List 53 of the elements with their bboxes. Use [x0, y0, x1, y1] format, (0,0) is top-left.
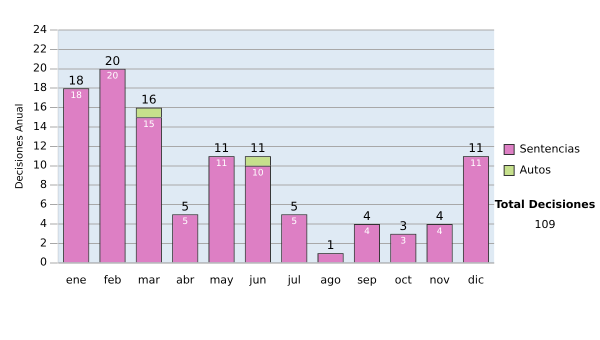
total-label: 18 [68, 73, 84, 88]
x-tick-label: nov [430, 273, 450, 286]
x-tick-label: abr [176, 273, 195, 286]
y-tick-label: 10 [32, 158, 47, 172]
y-tick-label: 22 [32, 42, 47, 56]
x-tick-label: jul [286, 273, 301, 286]
x-tick-label: ene [66, 273, 87, 286]
data-label: 10 [252, 168, 264, 179]
data-label: 3 [400, 236, 406, 247]
y-tick-label: 24 [32, 22, 47, 36]
total-label: 1 [326, 238, 334, 252]
y-axis-title: Decisiones Anual [14, 104, 26, 190]
total-label: 20 [104, 54, 120, 68]
total-label: 16 [141, 92, 157, 107]
data-label: 5 [291, 217, 298, 228]
y-tick-label: 18 [32, 81, 47, 94]
total-label: 4 [436, 209, 444, 224]
y-tick-label: 0 [40, 256, 47, 269]
y-tick-label: 14 [32, 120, 47, 133]
x-tick-label: jun [248, 273, 266, 286]
x-tick-label: sep [357, 273, 377, 286]
legend-label: Sentencias [520, 142, 580, 156]
x-tick-label: ago [320, 273, 342, 286]
y-tick-label: 16 [32, 100, 47, 114]
total-label: 11 [468, 141, 484, 156]
x-tick-label: dic [468, 273, 484, 286]
y-tick-label: 2 [40, 236, 47, 250]
data-label: 20 [106, 72, 119, 82]
text: Total Decisiones [494, 198, 596, 211]
y-tick-label: 4 [40, 216, 47, 230]
x-tick-label: may [210, 273, 234, 286]
total-label: 11 [250, 141, 266, 156]
x-tick-label: oct [394, 273, 413, 286]
data-label: 5 [182, 217, 188, 228]
data-label: 11 [470, 158, 482, 169]
total-label: 5 [181, 199, 190, 214]
legend-label: Autos [520, 163, 552, 176]
y-tick-label: 20 [32, 62, 47, 75]
x-tick-label: feb [104, 273, 122, 286]
y-tick-label: 8 [40, 178, 47, 192]
text: 109 [534, 218, 556, 231]
y-tick-label: 6 [40, 197, 47, 210]
total-label: 3 [399, 218, 408, 233]
data-label: 4 [364, 226, 370, 237]
x-tick-label: mar [138, 273, 160, 286]
data-label: 15 [143, 120, 155, 130]
data-label: 4 [436, 226, 443, 237]
total-label: 4 [363, 209, 371, 224]
data-label: 18 [70, 91, 82, 102]
y-tick-label: 12 [32, 139, 47, 152]
total-label: 11 [214, 141, 230, 156]
data-label: 11 [216, 158, 228, 169]
total-label: 5 [290, 199, 298, 214]
